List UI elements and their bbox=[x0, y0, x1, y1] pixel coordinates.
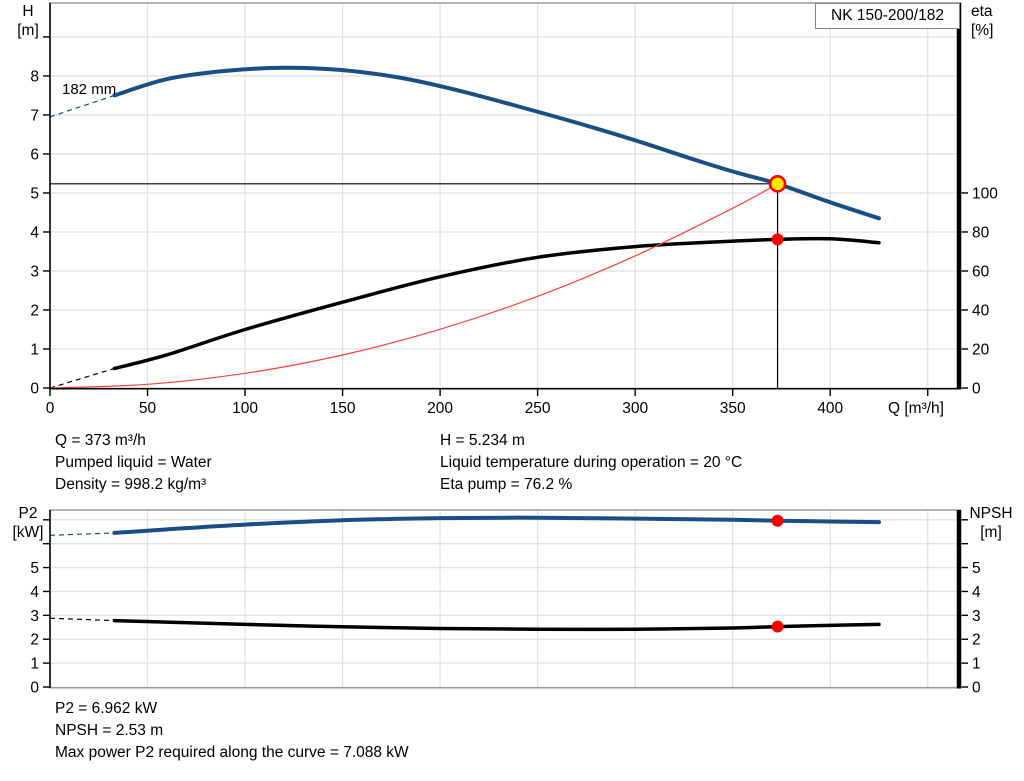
right-tick-label: 1 bbox=[972, 656, 981, 673]
right-tick-label: 40 bbox=[972, 302, 990, 319]
pump-model-label: NK 150-200/182 bbox=[831, 7, 944, 24]
h-axis-title: H [m] bbox=[17, 3, 39, 39]
impeller-diameter-label: 182 mm bbox=[62, 81, 117, 98]
left-tick-label: 3 bbox=[30, 263, 39, 280]
right-tick-label: 2 bbox=[972, 632, 981, 649]
x-tick-label: 0 bbox=[46, 400, 55, 417]
duty-point bbox=[768, 175, 787, 193]
left-tick-label: 3 bbox=[30, 608, 39, 625]
left-tick-label: 5 bbox=[30, 560, 39, 577]
x-tick-label: 200 bbox=[427, 400, 453, 417]
left-tick-label: 6 bbox=[30, 146, 39, 163]
right-tick-label: 0 bbox=[972, 381, 981, 398]
left-tick-label: 1 bbox=[30, 656, 39, 673]
info-eta: Eta pump = 76.2 % bbox=[440, 476, 573, 493]
p2-curve-dashed bbox=[49, 532, 115, 536]
p2-axis-title: P2 [kW] bbox=[12, 505, 44, 541]
right-tick-label: 3 bbox=[972, 608, 981, 625]
info-head: H = 5.234 m bbox=[440, 432, 525, 449]
power-info: P2 = 6.962 kW NPSH = 2.53 m Max power P2… bbox=[55, 698, 409, 764]
npsh-curve bbox=[112, 618, 881, 632]
right-tick-label: 20 bbox=[972, 341, 990, 358]
left-tick-label: 4 bbox=[30, 584, 39, 601]
x-tick-label: 50 bbox=[139, 400, 157, 417]
right-tick-label: 4 bbox=[972, 584, 981, 601]
left-tick-label: 8 bbox=[30, 68, 39, 85]
efficiency-point bbox=[771, 233, 784, 246]
info-p2: P2 = 6.962 kW bbox=[55, 700, 158, 717]
info-temperature: Liquid temperature during operation = 20… bbox=[440, 454, 743, 471]
left-tick-label: 5 bbox=[30, 185, 39, 202]
q-axis-title: Q [m³/h] bbox=[888, 400, 944, 417]
x-tick-label: 300 bbox=[622, 400, 648, 417]
x-tick-label: 100 bbox=[232, 400, 258, 417]
left-tick-label: 0 bbox=[30, 381, 39, 398]
right-tick-label: 80 bbox=[972, 224, 990, 241]
pump-curve-182mm bbox=[112, 65, 881, 221]
duty-info-left: Q = 373 m³/h Pumped liquid = Water Densi… bbox=[55, 430, 212, 496]
duty-info-right: H = 5.234 m Liquid temperature during op… bbox=[440, 430, 742, 496]
efficiency-curve-dashed bbox=[49, 367, 115, 389]
left-tick-label: 2 bbox=[30, 302, 39, 319]
right-tick-label: 5 bbox=[972, 560, 981, 577]
system-curve bbox=[49, 183, 779, 389]
right-tick-label: 100 bbox=[972, 185, 998, 202]
x-tick-label: 150 bbox=[330, 400, 356, 417]
npsh-axis-title: NPSH [m] bbox=[969, 505, 1013, 541]
x-tick-label: 350 bbox=[720, 400, 746, 417]
right-tick-label: 0 bbox=[972, 680, 981, 697]
x-tick-label: 250 bbox=[525, 400, 551, 417]
info-density: Density = 998.2 kg/m³ bbox=[55, 476, 207, 493]
p2-point bbox=[771, 514, 784, 527]
pump-curve-182mm-dashed bbox=[49, 94, 115, 118]
left-tick-label: 7 bbox=[30, 107, 39, 124]
p2-npsh-chart: 0 1 2 3 4 5 0 1 2 3 4 5 bbox=[30, 509, 981, 697]
right-tick-label: 60 bbox=[972, 263, 990, 280]
npsh-point bbox=[771, 620, 784, 633]
eta-axis-title: eta [%] bbox=[971, 3, 994, 39]
info-flow: Q = 373 m³/h bbox=[55, 432, 146, 449]
left-tick-label: 1 bbox=[30, 341, 39, 358]
npsh-curve-dashed bbox=[49, 617, 115, 622]
left-tick-label: 2 bbox=[30, 632, 39, 649]
left-tick-label: 0 bbox=[30, 680, 39, 697]
info-npsh: NPSH = 2.53 m bbox=[55, 722, 164, 739]
x-tick-label: 400 bbox=[817, 400, 843, 417]
info-max-power: Max power P2 required along the curve = … bbox=[55, 744, 409, 761]
pump-model-box: NK 150-200/182 bbox=[815, 3, 960, 29]
info-liquid: Pumped liquid = Water bbox=[55, 454, 212, 471]
left-tick-label: 4 bbox=[30, 224, 39, 241]
